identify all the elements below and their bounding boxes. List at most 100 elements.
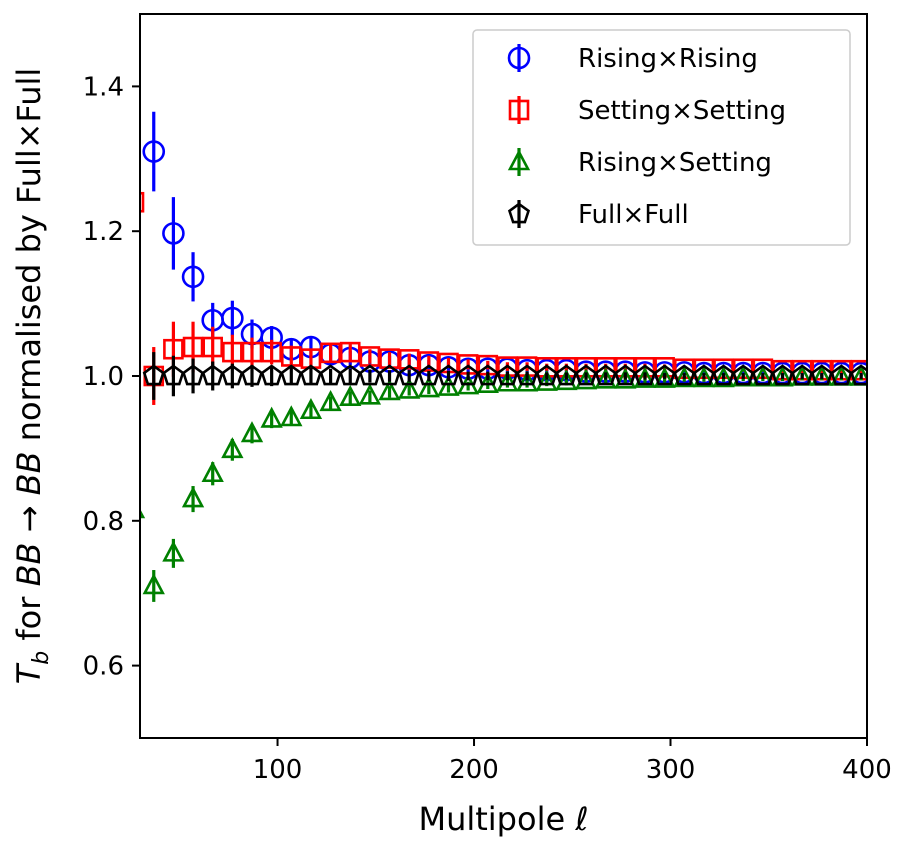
data-point <box>594 367 617 389</box>
x-axis-label: Multipole ℓ <box>418 800 588 838</box>
y-axis-label: Tb for BB → BB normalised by Full×Full <box>10 68 54 685</box>
data-point <box>437 374 460 396</box>
data-point <box>319 390 342 412</box>
data-point <box>555 369 578 391</box>
x-tick-label: 100 <box>253 755 303 785</box>
data-point <box>260 364 283 386</box>
y-label-arrow: → <box>10 495 48 542</box>
y-tick-label: 1.2 <box>83 217 124 247</box>
data-point <box>320 342 341 364</box>
data-point <box>221 306 244 330</box>
x-tick-label: 200 <box>449 755 499 785</box>
data-point <box>712 364 735 386</box>
y-tick-label: 0.8 <box>83 507 124 537</box>
data-point <box>457 364 480 386</box>
data-point <box>555 364 578 386</box>
legend-box <box>472 29 851 246</box>
data-point <box>417 376 440 398</box>
data-point <box>751 364 774 386</box>
data-point <box>358 383 382 405</box>
data-point <box>378 364 401 386</box>
y-label-mid: for <box>10 586 48 650</box>
legend-item: Rising×Rising <box>507 44 758 74</box>
data-point <box>222 341 243 363</box>
data-point <box>673 366 696 388</box>
legend-label: Rising×Rising <box>578 44 758 74</box>
data-point <box>398 349 420 370</box>
series-2 <box>142 364 867 602</box>
series-layer <box>140 111 867 602</box>
y-label-from: BB <box>10 543 48 587</box>
data-point <box>280 405 303 427</box>
data-point <box>142 140 166 163</box>
legend: Rising×Rising Setting×Setting Rising×Setti… <box>472 29 851 246</box>
data-point <box>300 348 322 369</box>
data-point <box>339 364 362 386</box>
data-point <box>614 364 637 386</box>
data-point <box>633 364 657 386</box>
data-point <box>379 348 400 369</box>
legend-item: Rising×Setting <box>507 148 772 178</box>
y-label-subscript: b <box>29 651 54 665</box>
data-point <box>299 364 322 386</box>
data-point <box>221 364 244 386</box>
data-point <box>142 573 165 595</box>
data-point <box>299 397 323 420</box>
data-point <box>241 341 263 363</box>
y-tick-label: 1.4 <box>83 72 124 102</box>
data-point <box>574 368 598 390</box>
series-3 <box>142 352 867 400</box>
data-point <box>221 437 244 459</box>
legend-marker <box>507 46 531 70</box>
data-point <box>712 366 735 388</box>
data-point <box>162 364 185 386</box>
data-point <box>535 369 558 391</box>
data-point <box>496 364 519 386</box>
y-tick-label: 0.6 <box>83 652 124 682</box>
data-point <box>140 191 145 213</box>
data-point <box>418 351 440 372</box>
data-point <box>476 364 499 386</box>
data-point <box>535 364 558 386</box>
y-label-rest: normalised by Full×Full <box>10 68 48 452</box>
data-point <box>516 364 539 386</box>
legend-label: Rising×Setting <box>578 148 772 178</box>
data-point <box>201 460 224 483</box>
data-point <box>142 364 165 386</box>
data-point <box>339 384 362 407</box>
data-point <box>496 370 519 392</box>
data-point <box>594 364 617 386</box>
data-point <box>182 364 205 386</box>
data-point <box>633 366 657 388</box>
legend-item: Setting×Setting <box>508 96 786 126</box>
x-tick-label: 400 <box>842 755 892 785</box>
legend-item: Full×Full <box>507 200 689 230</box>
data-point <box>339 341 361 363</box>
data-point <box>653 366 676 388</box>
data-point <box>515 370 539 392</box>
legend-marker <box>507 149 531 171</box>
data-point <box>181 486 205 508</box>
data-point <box>260 406 283 428</box>
data-point <box>162 222 185 245</box>
data-point <box>732 364 755 386</box>
legend-marker <box>508 99 530 121</box>
data-point <box>280 364 303 386</box>
legend-marker <box>507 202 531 224</box>
data-point <box>181 265 205 289</box>
data-point <box>240 421 264 443</box>
data-point <box>437 364 460 386</box>
data-point <box>182 336 204 358</box>
data-point <box>261 341 282 363</box>
data-point <box>162 540 185 562</box>
data-point <box>358 364 381 386</box>
y-tick-label: 1.0 <box>83 362 124 392</box>
data-point <box>202 336 223 358</box>
data-point <box>614 367 637 389</box>
axes-layer: 100 200 300 400 0.6 0.8 1.0 1.2 1.4 <box>83 72 892 785</box>
x-tick-label: 300 <box>646 755 696 785</box>
y-label-to: BB <box>10 451 48 495</box>
data-point <box>398 377 421 399</box>
data-point <box>692 366 716 388</box>
